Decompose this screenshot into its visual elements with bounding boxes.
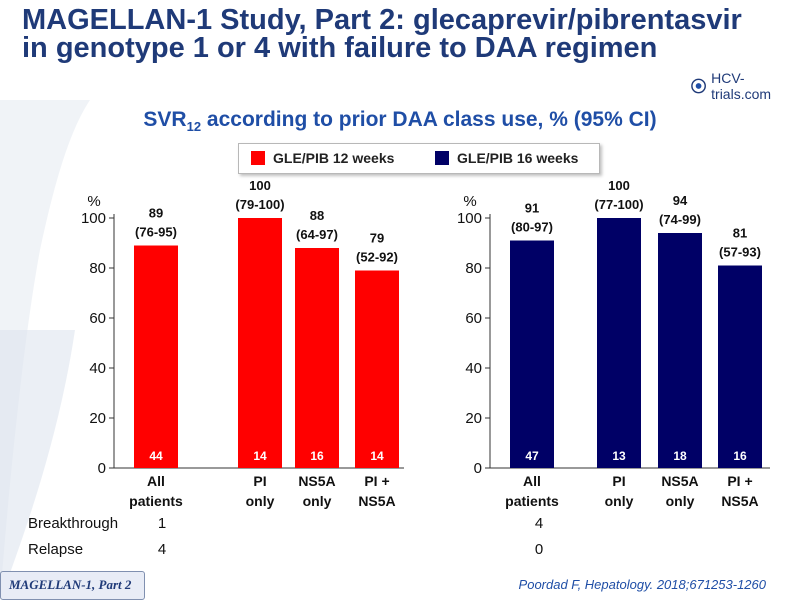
chart2-category-label: NS5A <box>661 473 698 489</box>
chart2-bar <box>597 218 641 468</box>
subtitle-subscript: 12 <box>186 119 202 135</box>
chart2-y-axis-unit: % <box>463 193 476 210</box>
relapse-12w-value: 4 <box>157 541 167 558</box>
legend-item-16-weeks: GLE/PIB 16 weeks <box>435 150 578 166</box>
citation: Poordad F, Hepatology. 2018;671253-1260 <box>518 577 766 592</box>
legend-label-12-weeks: GLE/PIB 12 weeks <box>273 150 395 166</box>
study-label-box: MAGELLAN-1, Part 2 <box>0 571 145 600</box>
chart2-category-label: NS5A <box>721 493 758 509</box>
chart1-n-label: 44 <box>149 449 163 463</box>
chart2-ci-label: (74-99) <box>659 212 701 227</box>
chart1-n-label: 16 <box>310 449 324 463</box>
chart1-category-label: PI <box>253 473 266 489</box>
chart2-y-tick-label: 60 <box>465 310 482 327</box>
chart1-value-label: 89 <box>149 206 163 221</box>
chart1-category-label: only <box>303 493 332 509</box>
chart1-y-tick-label: 100 <box>81 210 106 227</box>
chart1-ci-label: (76-95) <box>135 225 177 240</box>
breakthrough-12w-value: 1 <box>157 515 167 532</box>
chart1-value-label: 88 <box>310 208 324 223</box>
chart1-n-label: 14 <box>253 449 267 463</box>
chart2-y-tick-label: 20 <box>465 410 482 427</box>
chart1-ci-label: (52-92) <box>356 250 398 265</box>
chart1-y-tick-label: 20 <box>89 410 106 427</box>
chart2-ci-label: (57-93) <box>719 245 761 260</box>
subtitle-prefix: SVR <box>143 108 187 131</box>
legend-swatch-12-weeks <box>251 151 265 165</box>
chart1-y-tick-label: 0 <box>98 460 106 477</box>
chart1-category-label: patients <box>129 493 183 509</box>
title-line-2: in genotype 1 or 4 with failure to DAA r… <box>22 32 658 64</box>
chart2-category-label: only <box>605 493 634 509</box>
chart2-ci-label: (77-100) <box>594 197 643 212</box>
legend-swatch-16-weeks <box>435 151 449 165</box>
chart2-n-label: 16 <box>733 449 747 463</box>
chart1-y-tick-label: 60 <box>89 310 106 327</box>
chart1-category-label: PI + <box>364 473 389 489</box>
chart2-n-label: 18 <box>673 449 687 463</box>
chart1-bar <box>295 248 339 468</box>
chart2-category-label: patients <box>505 493 559 509</box>
title-line-1: MAGELLAN-1 Study, Part 2: glecaprevir/pi… <box>22 4 742 36</box>
chart2-category-label: PI <box>612 473 625 489</box>
relapse-label: Relapse <box>28 541 84 558</box>
chart2-y-tick-label: 40 <box>465 360 482 377</box>
relapse-16w-value: 0 <box>534 541 544 558</box>
chart2-value-label: 100 <box>608 178 630 193</box>
chart1-category-label: NS5A <box>358 493 395 509</box>
chart2-ci-label: (80-97) <box>511 220 553 235</box>
chart2-n-label: 47 <box>525 449 539 463</box>
chart1-ci-label: (79-100) <box>235 197 284 212</box>
chart1-bar <box>238 218 282 468</box>
chart2-y-tick-label: 100 <box>457 210 482 227</box>
chart2-value-label: 81 <box>733 226 747 241</box>
chart2-bar <box>718 265 762 468</box>
page-title: MAGELLAN-1 Study, Part 2: glecaprevir/pi… <box>22 4 742 64</box>
subtitle-suffix: according to prior DAA class use, % (95%… <box>201 108 657 131</box>
chart2-bar <box>510 240 554 468</box>
logo-text: HCV-trials.com <box>711 70 772 102</box>
logo-icon <box>691 78 706 94</box>
chart2-category-label: PI + <box>727 473 752 489</box>
hcv-trials-logo: HCV-trials.com <box>690 70 800 102</box>
chart1-value-label: 79 <box>370 231 384 246</box>
chart1-bar <box>134 245 178 468</box>
chart1-category-label: only <box>246 493 275 509</box>
study-label: MAGELLAN-1, Part 2 <box>9 577 132 592</box>
chart2-n-label: 13 <box>612 449 626 463</box>
breakthrough-label: Breakthrough <box>28 515 119 532</box>
chart2-category-label: All <box>523 473 541 489</box>
chart-subtitle: SVR12 according to prior DAA class use, … <box>0 108 800 134</box>
chart1-y-axis-unit: % <box>87 193 100 210</box>
breakthrough-16w-value: 4 <box>534 515 544 532</box>
chart-legend: GLE/PIB 12 weeks GLE/PIB 16 weeks <box>238 143 600 174</box>
chart1-ci-label: (64-97) <box>296 227 338 242</box>
chart1-y-tick-label: 40 <box>89 360 106 377</box>
chart2-y-tick-label: 0 <box>474 460 482 477</box>
chart1-category-label: All <box>147 473 165 489</box>
chart2-category-label: only <box>666 493 695 509</box>
chart2-value-label: 91 <box>525 201 539 216</box>
legend-item-12-weeks: GLE/PIB 12 weeks <box>251 150 394 166</box>
chart1-bar <box>355 270 399 468</box>
chart1-value-label: 100 <box>249 178 271 193</box>
chart1-n-label: 14 <box>370 449 384 463</box>
chart2-value-label: 94 <box>673 193 688 208</box>
chart2-y-tick-label: 80 <box>465 260 482 277</box>
chart2-bar <box>658 233 702 468</box>
chart1-category-label: NS5A <box>298 473 335 489</box>
chart1-y-tick-label: 80 <box>89 260 106 277</box>
legend-label-16-weeks: GLE/PIB 16 weeks <box>457 150 579 166</box>
